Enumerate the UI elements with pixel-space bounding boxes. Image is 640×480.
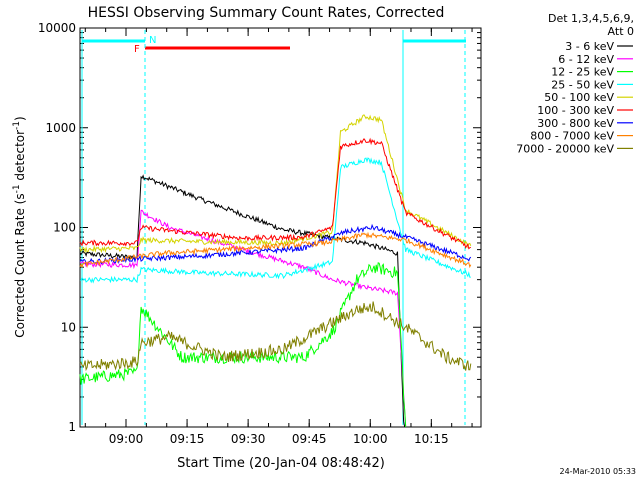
y-tick-label: 1000 xyxy=(45,121,76,135)
x-tick-label: 09:15 xyxy=(170,432,205,446)
night-flag-label: N xyxy=(149,35,156,46)
legend-label: 50 - 100 keV xyxy=(544,91,614,104)
series-line xyxy=(79,262,407,428)
y-tick-label: 100 xyxy=(53,221,76,235)
x-tick-label: 09:30 xyxy=(231,432,266,446)
y-axis: 1 10 100 1000 10000 xyxy=(38,21,481,434)
series-line xyxy=(79,231,472,269)
series-line xyxy=(79,223,472,265)
legend-header-1: Det 1,3,4,5,6,9, xyxy=(548,12,634,25)
y-tick-label: 1 xyxy=(68,420,76,434)
x-tick-label: 10:00 xyxy=(353,432,388,446)
timestamp: 24-Mar-2010 05:33 xyxy=(560,467,637,476)
series-layer xyxy=(79,114,472,428)
legend-label: 800 - 7000 keV xyxy=(530,130,614,143)
y-axis-label-main: Corrected Count Rate (s xyxy=(13,193,27,337)
x-tick-label: 09:45 xyxy=(292,432,327,446)
legend-label: 3 - 6 keV xyxy=(565,40,614,53)
x-axis: 09:00 09:15 09:30 09:45 10:00 10:15 xyxy=(84,28,473,446)
y-tick-label: 10000 xyxy=(38,21,76,35)
legend-label: 6 - 12 keV xyxy=(558,53,614,66)
legend-label: 7000 - 20000 keV xyxy=(516,142,614,155)
series-line xyxy=(79,174,406,428)
legend-label: 12 - 25 keV xyxy=(551,66,614,79)
y-axis-label: Corrected Count Rate (s-1 detector-1) xyxy=(12,116,27,337)
y-tick-label: 10 xyxy=(61,320,76,334)
series-line xyxy=(79,301,472,372)
series-line xyxy=(79,137,471,250)
series-line xyxy=(79,157,471,284)
flare-flag-label: F xyxy=(134,44,140,55)
x-axis-label: Start Time (20-Jan-04 08:48:42) xyxy=(177,456,385,471)
chart-title: HESSI Observing Summary Count Rates, Cor… xyxy=(88,5,445,21)
legend-header-2: Att 0 xyxy=(608,25,634,38)
legend-label: 300 - 800 keV xyxy=(537,117,614,130)
y-axis-label-mid: detector xyxy=(13,130,27,185)
legend-label: 100 - 300 keV xyxy=(537,104,614,117)
y-axis-label-sup2: -1 xyxy=(12,121,22,130)
y-axis-label-sup1: -1 xyxy=(12,184,22,193)
y-axis-label-end: ) xyxy=(13,116,27,121)
x-tick-label: 10:15 xyxy=(414,432,449,446)
legend-label: 25 - 50 keV xyxy=(551,78,614,91)
x-tick-label: 09:00 xyxy=(109,432,144,446)
